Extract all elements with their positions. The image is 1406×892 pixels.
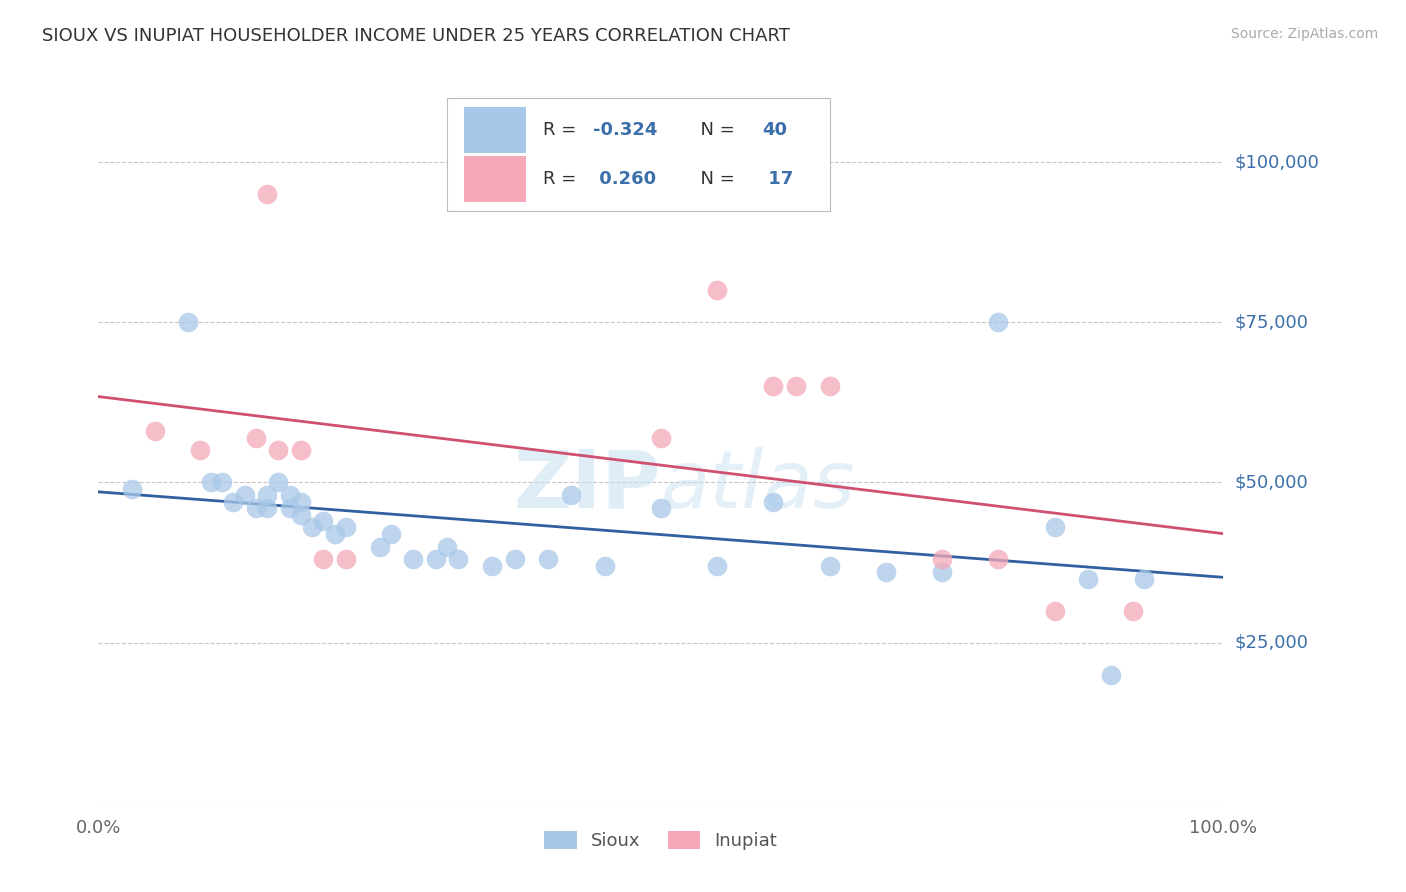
Point <box>278 488 301 502</box>
Point <box>650 431 672 445</box>
Point <box>447 552 470 566</box>
Point <box>256 501 278 516</box>
Point <box>762 379 785 393</box>
Point <box>177 315 200 329</box>
Point <box>706 558 728 573</box>
Text: 40: 40 <box>762 120 787 139</box>
Point <box>222 494 245 508</box>
Point <box>650 501 672 516</box>
Point <box>256 488 278 502</box>
Point <box>537 552 560 566</box>
Point <box>785 379 807 393</box>
Point <box>267 475 290 490</box>
Point <box>436 540 458 554</box>
Point <box>931 565 953 579</box>
Point <box>593 558 616 573</box>
Point <box>312 552 335 566</box>
Point <box>323 526 346 541</box>
Point <box>931 552 953 566</box>
Text: 0.260: 0.260 <box>593 170 657 188</box>
Point <box>402 552 425 566</box>
Text: ZIP: ZIP <box>513 447 661 524</box>
Point <box>233 488 256 502</box>
Text: $50,000: $50,000 <box>1234 474 1308 491</box>
Point <box>987 315 1010 329</box>
Point <box>301 520 323 534</box>
Point <box>1099 667 1122 681</box>
Point <box>1077 572 1099 586</box>
Text: R =: R = <box>543 120 582 139</box>
Point <box>875 565 897 579</box>
Point <box>245 431 267 445</box>
Point <box>425 552 447 566</box>
Point <box>1122 604 1144 618</box>
Text: -0.324: -0.324 <box>593 120 658 139</box>
Point <box>818 379 841 393</box>
Text: N =: N = <box>689 120 741 139</box>
Point <box>481 558 503 573</box>
Point <box>200 475 222 490</box>
Legend: Sioux, Inupiat: Sioux, Inupiat <box>537 823 785 857</box>
Point <box>143 424 166 438</box>
Point <box>290 494 312 508</box>
Text: atlas: atlas <box>661 447 856 524</box>
Point <box>706 283 728 297</box>
Point <box>188 443 211 458</box>
Point <box>1133 572 1156 586</box>
Point <box>267 443 290 458</box>
Point <box>380 526 402 541</box>
Text: R =: R = <box>543 170 582 188</box>
Text: Source: ZipAtlas.com: Source: ZipAtlas.com <box>1230 27 1378 41</box>
Text: 17: 17 <box>762 170 793 188</box>
Text: N =: N = <box>689 170 741 188</box>
Point <box>503 552 526 566</box>
Point <box>987 552 1010 566</box>
Text: $100,000: $100,000 <box>1234 153 1319 171</box>
Text: $75,000: $75,000 <box>1234 313 1309 331</box>
Point <box>1043 520 1066 534</box>
Point <box>278 501 301 516</box>
Point <box>245 501 267 516</box>
Point <box>1043 604 1066 618</box>
Point <box>560 488 582 502</box>
Point <box>290 443 312 458</box>
Point <box>256 187 278 202</box>
Point <box>335 552 357 566</box>
FancyBboxPatch shape <box>464 156 526 202</box>
Point <box>368 540 391 554</box>
Point <box>121 482 143 496</box>
Point <box>290 508 312 522</box>
Text: $25,000: $25,000 <box>1234 633 1309 652</box>
Point <box>312 514 335 528</box>
Text: SIOUX VS INUPIAT HOUSEHOLDER INCOME UNDER 25 YEARS CORRELATION CHART: SIOUX VS INUPIAT HOUSEHOLDER INCOME UNDE… <box>42 27 790 45</box>
FancyBboxPatch shape <box>464 107 526 153</box>
FancyBboxPatch shape <box>447 98 830 211</box>
Point <box>335 520 357 534</box>
Point <box>211 475 233 490</box>
Point <box>818 558 841 573</box>
Point <box>762 494 785 508</box>
